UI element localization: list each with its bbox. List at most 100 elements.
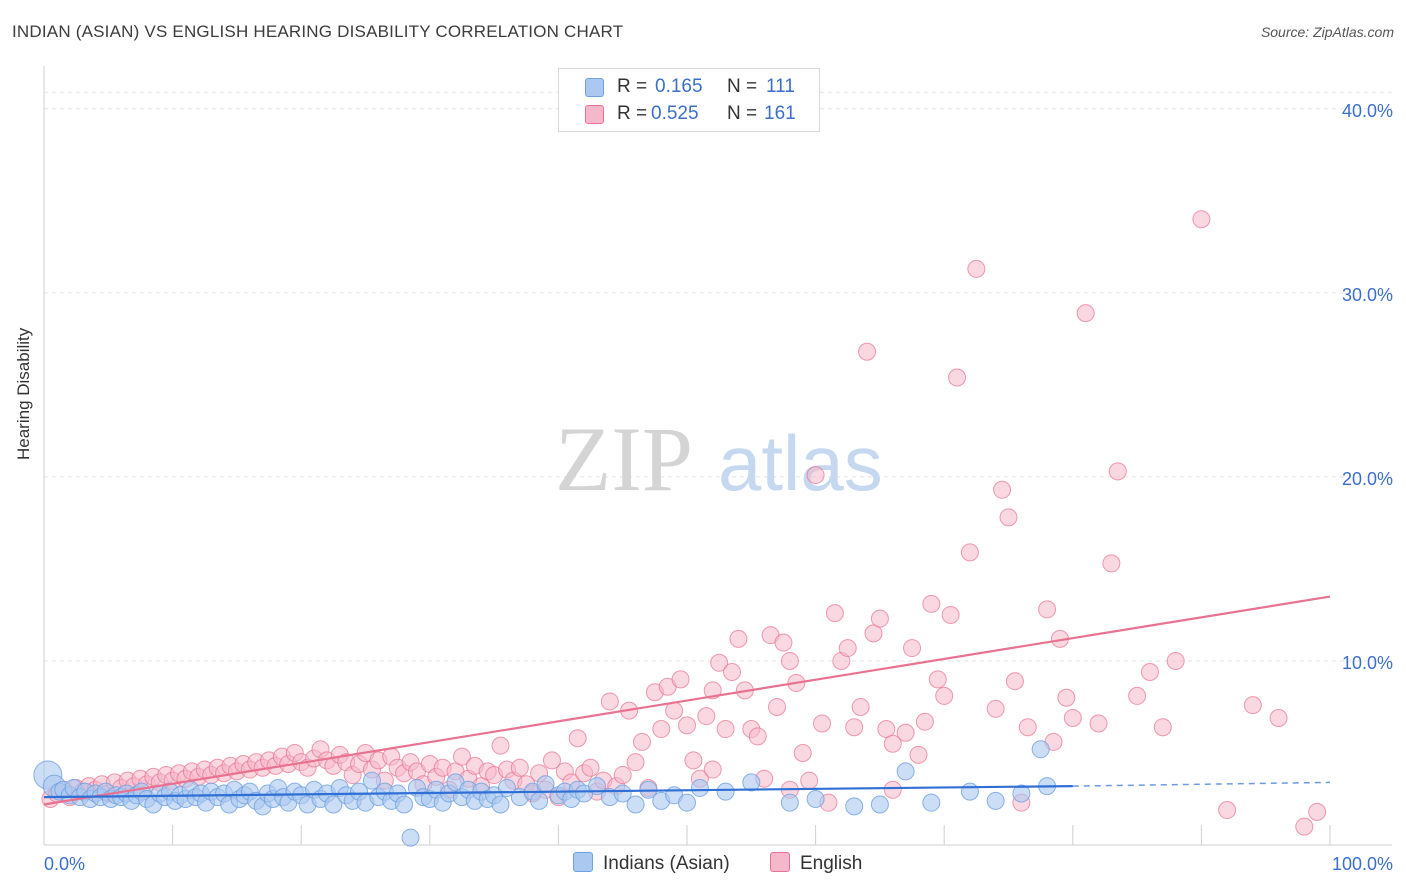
indian-point xyxy=(491,795,510,814)
indian-point xyxy=(960,782,979,801)
english-point xyxy=(1153,718,1172,737)
english-point xyxy=(1018,718,1037,737)
stats-n-label: N = xyxy=(727,76,758,97)
english-point xyxy=(652,720,671,739)
english-point xyxy=(1108,462,1127,481)
english-point xyxy=(1038,600,1057,619)
english-point xyxy=(800,771,819,790)
indian-point xyxy=(690,778,709,797)
stats-row-english: R = 0.525 N = 161 xyxy=(559,101,819,129)
english-point xyxy=(678,716,696,735)
stats-swatch-indian xyxy=(585,78,604,97)
english-point xyxy=(1089,714,1108,733)
source-label: Source: ZipAtlas.com xyxy=(1260,24,1394,40)
english-point xyxy=(986,699,1005,718)
indian-trend-extension xyxy=(1072,781,1331,787)
grid-lines xyxy=(44,91,1392,662)
legend-swatch-indian xyxy=(573,852,593,872)
english-point xyxy=(626,753,645,772)
stats-n-value: 161 xyxy=(764,103,796,124)
legend-label-english: English xyxy=(800,853,863,874)
y-tick-label: 30.0% xyxy=(1342,285,1393,305)
indian-point xyxy=(806,789,825,808)
english-point xyxy=(806,466,825,485)
indian-point xyxy=(716,782,735,801)
english-point xyxy=(613,766,632,785)
english-point xyxy=(1102,554,1121,573)
english-point xyxy=(1063,709,1082,728)
stats-legend: R = 0.165 N = 111 R = 0.525 N = 161 xyxy=(558,68,820,132)
english-point xyxy=(813,714,832,733)
english-point xyxy=(870,609,889,628)
english-point xyxy=(896,723,915,742)
english-point xyxy=(1308,802,1327,821)
indian-point xyxy=(922,793,941,812)
english-point xyxy=(1192,210,1211,229)
english-point xyxy=(697,707,716,726)
english-point xyxy=(1057,688,1076,707)
english-point xyxy=(825,604,844,623)
english-point xyxy=(729,629,748,648)
indian-point xyxy=(613,784,632,803)
series-english-points xyxy=(41,210,1327,836)
legend-item-english[interactable]: English xyxy=(770,852,862,875)
english-point xyxy=(710,653,729,672)
stats-r-value: 0.525 xyxy=(651,103,699,124)
english-point xyxy=(915,712,934,731)
indian-point xyxy=(986,791,1005,810)
english-point xyxy=(684,751,703,770)
english-point xyxy=(793,743,812,762)
english-point xyxy=(928,670,947,689)
watermark-atlas: atlas xyxy=(718,419,883,507)
y-axis-label: Hearing Disability xyxy=(14,327,33,460)
axes xyxy=(43,66,1392,846)
english-point xyxy=(1243,696,1262,715)
legend-item-indian[interactable]: Indians (Asian) xyxy=(573,852,730,875)
english-point xyxy=(993,480,1012,499)
legend-label-indian: Indians (Asian) xyxy=(603,853,730,874)
indian-point xyxy=(626,795,645,814)
x-tick-label: 100.0% xyxy=(1332,854,1393,874)
indian-point xyxy=(530,791,549,810)
trend-lines xyxy=(43,595,1331,806)
y-tick-label: 40.0% xyxy=(1342,101,1393,121)
english-point xyxy=(632,732,651,751)
indian-point xyxy=(896,762,915,781)
english-point xyxy=(723,662,742,681)
indian-point xyxy=(401,828,420,847)
english-point xyxy=(1128,686,1147,705)
legend-swatch-english xyxy=(770,852,790,872)
indian-point xyxy=(1012,784,1031,803)
indian-point xyxy=(324,795,343,814)
english-point xyxy=(851,697,870,716)
stats-swatch-english xyxy=(585,105,604,124)
english-point xyxy=(542,751,561,770)
english-point xyxy=(903,639,922,658)
series-legend: Indians (Asian) English xyxy=(0,850,1406,878)
watermark-zip: ZIP xyxy=(555,408,693,510)
series-indian-points xyxy=(33,740,1057,847)
watermark: ZIP atlas xyxy=(555,408,883,510)
stats-n-label: N = xyxy=(727,103,758,124)
english-point xyxy=(941,605,960,624)
english-point xyxy=(600,692,619,711)
english-point xyxy=(1269,709,1288,728)
stats-r-label: R = xyxy=(617,103,648,124)
stats-r-value: 0.165 xyxy=(655,76,703,97)
english-point xyxy=(665,701,684,720)
indian-point xyxy=(1031,740,1050,759)
tick-labels: 10.0% 20.0% 30.0% 40.0% 0.0% 100.0% xyxy=(44,101,1393,874)
english-point xyxy=(768,697,787,716)
english-point xyxy=(671,670,690,689)
english-point xyxy=(716,720,735,739)
stats-n-value: 111 xyxy=(766,76,795,97)
stats-r-label: R = xyxy=(617,76,648,97)
english-point xyxy=(780,651,799,670)
indian-point xyxy=(362,771,381,790)
english-point xyxy=(1218,801,1237,820)
english-point xyxy=(909,745,928,764)
indian-point xyxy=(742,773,761,792)
english-point xyxy=(1005,672,1024,691)
english-point xyxy=(960,543,979,562)
indian-point xyxy=(395,795,414,814)
